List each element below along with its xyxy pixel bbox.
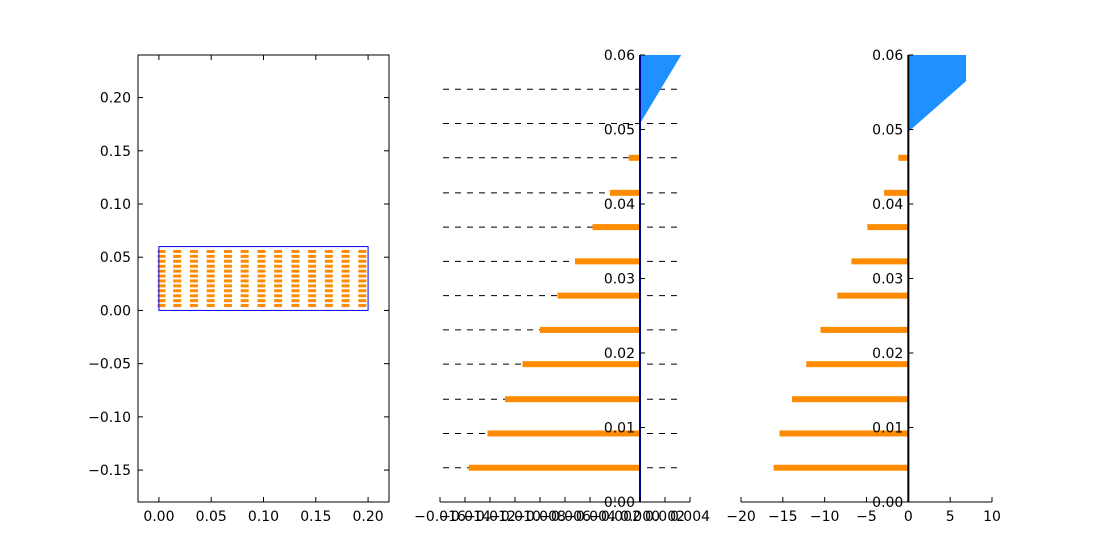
x-tick-label: −0.016 [414,509,466,525]
y-axis-ticks: −0.15 −0.10 −0.05 0.00 0.05 0.10 0.15 0.20 [88,91,389,479]
bar-panel-large-values: −20 −15 −10 −5 0 5 10 0.00 0.01 0.02 0.03 0.04 0.05… [726,48,1001,525]
y-tick-label: −0.05 [88,357,131,373]
x-axis-ticks: −0.016−0.014−0.012−0.010−0.008−0.006−0.0… [414,497,710,525]
filled-region [908,55,967,132]
bar-8 [610,189,640,196]
bar-3 [806,361,909,368]
bar-4 [540,326,640,333]
bar-4 [820,326,909,333]
y-tick-label: 0.00 [100,303,131,319]
x-tick-label: −15 [768,509,798,525]
x-tick-label: 0.05 [196,509,227,525]
bar-0 [773,464,909,471]
x-tick-label: −20 [726,509,756,525]
bar-9 [628,154,640,161]
bar-0 [468,464,640,471]
bar-3 [522,361,640,368]
x-tick-label: 0.10 [248,509,279,525]
x-tick-label: −10 [810,509,840,525]
bar-panel-small-values: −0.016−0.014−0.012−0.010−0.008−0.006−0.0… [414,48,710,525]
x-tick-label: −0.006 [539,509,591,525]
y-tick-label: 0.03 [872,272,903,288]
bar-7 [592,224,640,231]
y-tick-label: −0.15 [88,463,131,479]
bar-8 [884,189,909,196]
x-tick-label: 5 [946,509,955,525]
x-tick-label: 0.20 [352,509,383,525]
bars [773,154,909,471]
filled-region [640,55,682,124]
data-box-outline [158,246,369,311]
y-tick-label: 0.02 [872,346,903,362]
bar-5 [557,292,640,299]
y-tick-label: 0.01 [604,421,635,437]
y-tick-label: 0.00 [604,495,635,511]
y-tick-label: 0.04 [872,197,903,213]
y-axis-ticks: 0.00 0.01 0.02 0.03 0.04 0.05 0.06 [604,48,645,511]
y-tick-label: 0.20 [100,91,131,107]
scatter-panel: 0.00 0.05 0.10 0.15 0.20 −0.15 −0.10 −0.05 0.00… [88,54,390,525]
bar-6 [851,258,909,265]
x-tick-label: −0.012 [464,509,516,525]
x-tick-label: 0.004 [670,509,710,525]
scatter-dash-marks [157,249,367,308]
x-tick-label: −0.004 [564,509,616,525]
x-tick-label: 0 [904,509,913,525]
y-tick-label: 0.01 [872,421,903,437]
y-axis-ticks: 0.00 0.01 0.02 0.03 0.04 0.05 0.06 [872,48,914,511]
x-tick-label: 0.002 [645,509,685,525]
x-tick-label: 0.15 [300,509,331,525]
y-tick-label: 0.05 [100,250,131,266]
y-tick-label: 0.04 [604,197,635,213]
y-tick-label: 0.05 [872,123,903,139]
x-tick-label: −0.014 [439,509,491,525]
y-tick-label: −0.10 [88,410,131,426]
y-tick-label: 0.06 [872,48,903,64]
x-axis-ticks: −20 −15 −10 −5 0 5 10 [726,497,1001,525]
y-tick-label: 0.05 [604,123,635,139]
x-tick-label: −0.010 [489,509,541,525]
bar-5 [837,292,909,299]
bar-9 [898,154,909,161]
bar-2 [792,396,909,403]
bar-6 [575,258,640,265]
y-tick-label: 0.00 [872,495,903,511]
x-tick-label: −0.002 [589,509,641,525]
x-axis-ticks: 0.00 0.05 0.10 0.15 0.20 [143,55,384,525]
x-tick-label: 0.000 [620,509,660,525]
y-tick-label: 0.15 [100,144,131,160]
bar-1 [779,430,909,437]
y-tick-label: 0.06 [604,48,635,64]
y-tick-label: 0.02 [604,346,635,362]
bar-1 [487,430,640,437]
x-tick-label: 10 [983,509,1001,525]
bar-7 [867,224,909,231]
x-tick-label: 0.00 [143,509,174,525]
y-tick-label: 0.03 [604,272,635,288]
bars [468,154,640,471]
x-tick-label: −0.008 [514,509,566,525]
bar-2 [505,396,640,403]
x-tick-label: −5 [856,509,877,525]
y-tick-label: 0.10 [100,197,131,213]
